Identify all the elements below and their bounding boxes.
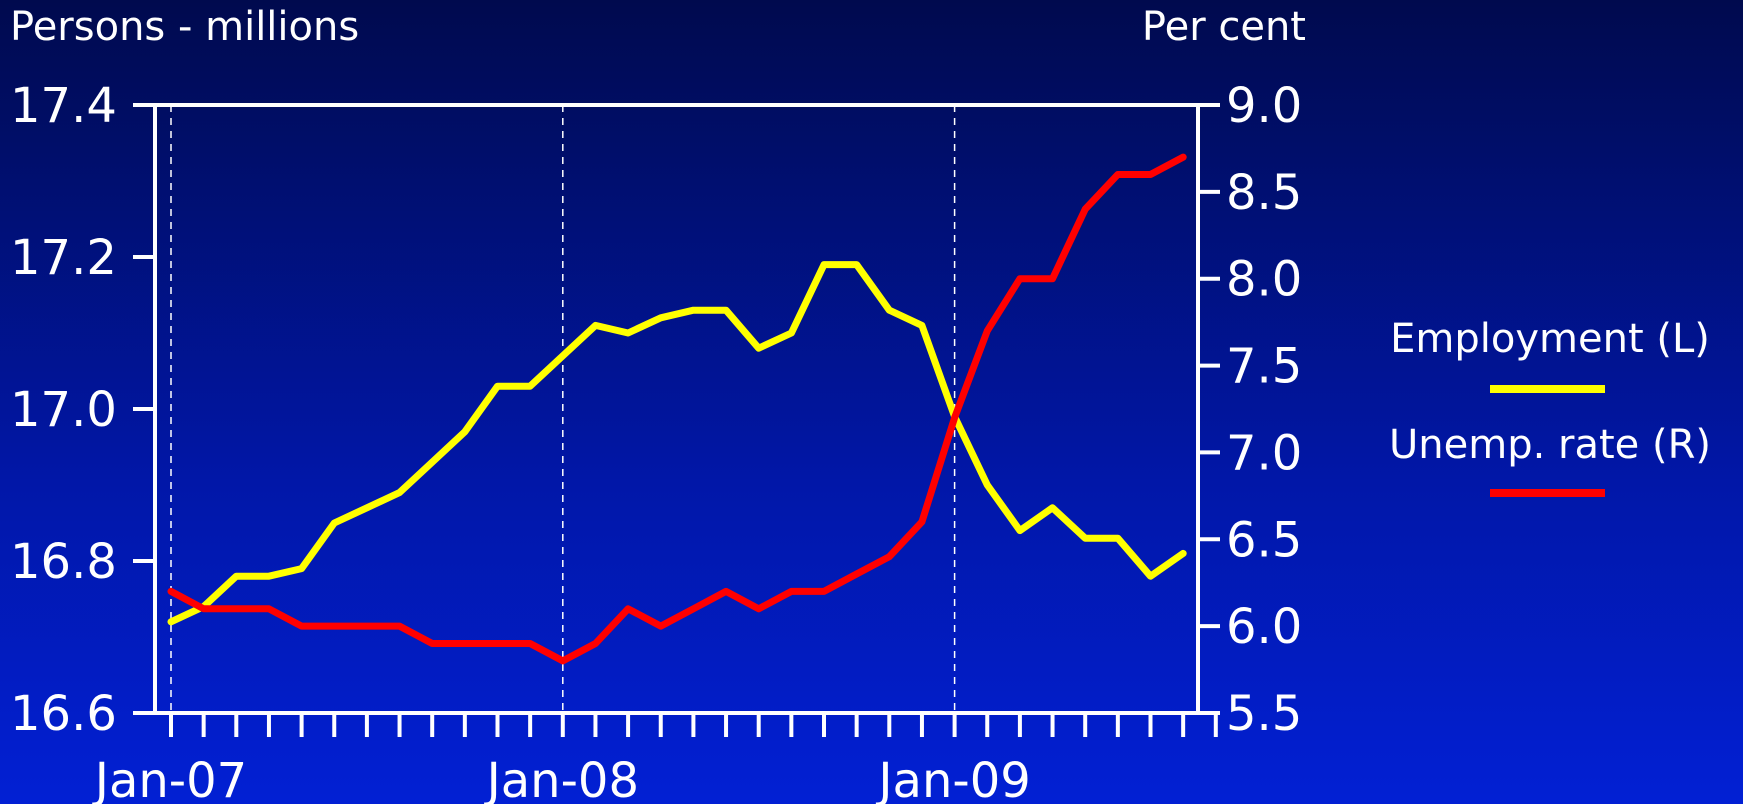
x-tick-label: Jan-08 (484, 753, 639, 804)
y-right-tick-label: 6.0 (1226, 599, 1302, 655)
y-right-tick-label: 9.0 (1226, 78, 1302, 134)
y-right-tick-label: 7.0 (1226, 425, 1302, 481)
y-right-tick-label: 8.5 (1226, 165, 1302, 221)
legend: Employment (L) Unemp. rate (R) (1389, 316, 1711, 497)
legend-label-unemployment: Unemp. rate (R) (1389, 422, 1711, 468)
series (167, 153, 1187, 665)
y-right-tick-label: 6.5 (1226, 512, 1302, 568)
y-left-tick-label: 16.8 (10, 534, 117, 590)
legend-label-employment: Employment (L) (1390, 316, 1710, 362)
y-right-tick-label: 7.5 (1226, 339, 1302, 395)
y-right-tick-label: 5.5 (1226, 686, 1302, 742)
x-tick-label: Jan-09 (875, 753, 1030, 804)
y-right-tick-label: 8.0 (1226, 252, 1302, 308)
y-left-tick-label: 17.0 (10, 382, 117, 438)
series-line-unemployment-rate (167, 153, 1187, 665)
left-axis-title: Persons - millions (10, 4, 359, 50)
y-left-tick-label: 16.6 (10, 686, 117, 742)
series-line-employment (167, 261, 1187, 626)
x-tick-label: Jan-07 (92, 753, 247, 804)
y-left-tick-label: 17.4 (10, 78, 117, 134)
y-left-tick-label: 17.2 (10, 230, 117, 286)
plot-frame (153, 103, 1200, 715)
right-axis-title: Per cent (1142, 4, 1306, 50)
axes: Jan-07 Jan-08 Jan-09 16.6 16.8 17.0 17.2 17.4 5.… (10, 78, 1302, 804)
